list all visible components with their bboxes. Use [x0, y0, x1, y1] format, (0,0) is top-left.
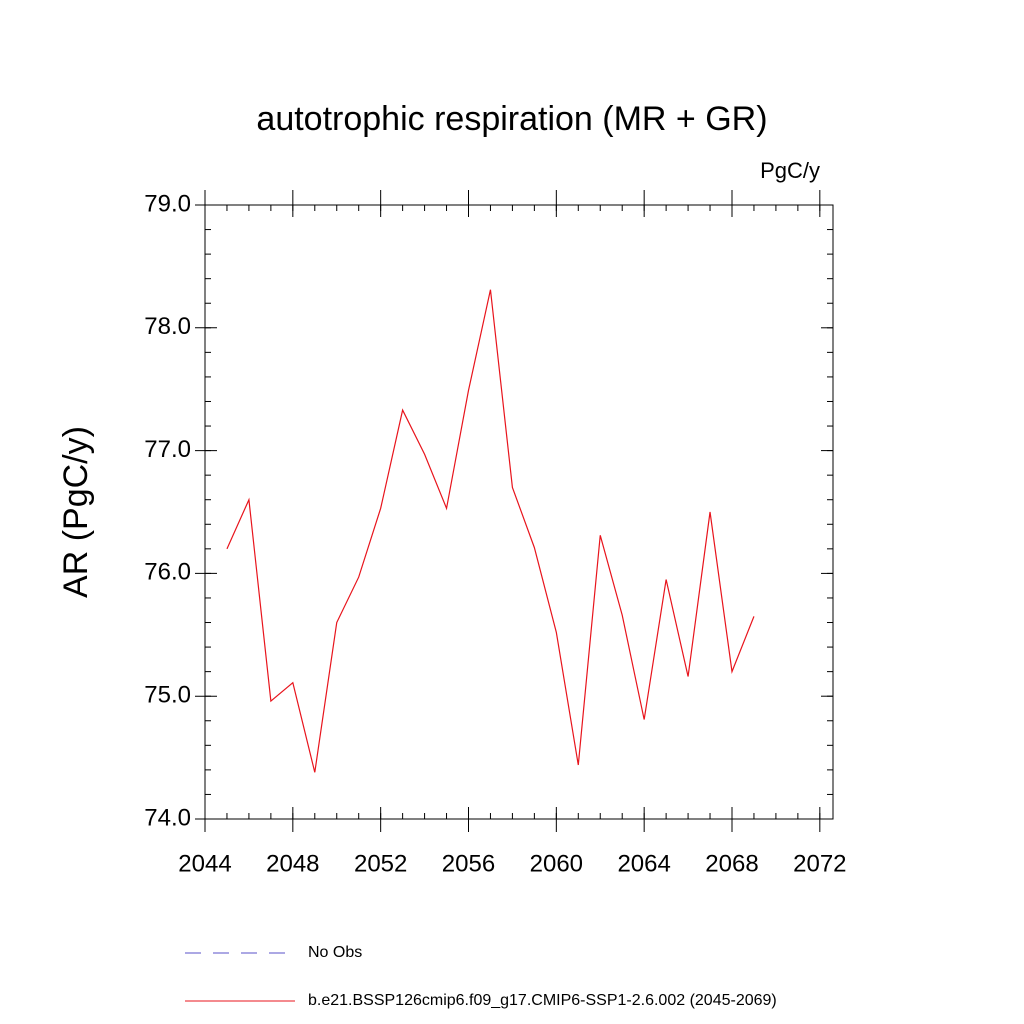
x-tick-label: 2060 — [530, 850, 583, 877]
units-label: PgC/y — [760, 158, 820, 183]
x-tick-label: 2056 — [442, 850, 495, 877]
y-tick-label: 74.0 — [144, 804, 191, 831]
x-tick-label: 2052 — [354, 850, 407, 877]
y-tick-label: 76.0 — [144, 559, 191, 586]
x-tick-label: 2048 — [266, 850, 319, 877]
chart-title: autotrophic respiration (MR + GR) — [256, 100, 767, 138]
legend-label: b.e21.BSSP126cmip6.f09_g17.CMIP6-SSP1-2.… — [308, 992, 777, 1009]
y-axis-label: AR (PgC/y) — [57, 426, 95, 598]
legend-label: No Obs — [308, 944, 362, 961]
y-tick-label: 75.0 — [144, 682, 191, 709]
y-tick-label: 79.0 — [144, 190, 191, 217]
x-tick-label: 2044 — [178, 850, 231, 877]
x-tick-label: 2064 — [617, 850, 670, 877]
y-tick-label: 78.0 — [144, 313, 191, 340]
plot-frame — [204, 204, 834, 820]
x-tick-label: 2068 — [705, 850, 758, 877]
x-tick-label: 2072 — [793, 850, 846, 877]
series-line — [226, 289, 755, 773]
y-tick-label: 77.0 — [144, 436, 191, 463]
